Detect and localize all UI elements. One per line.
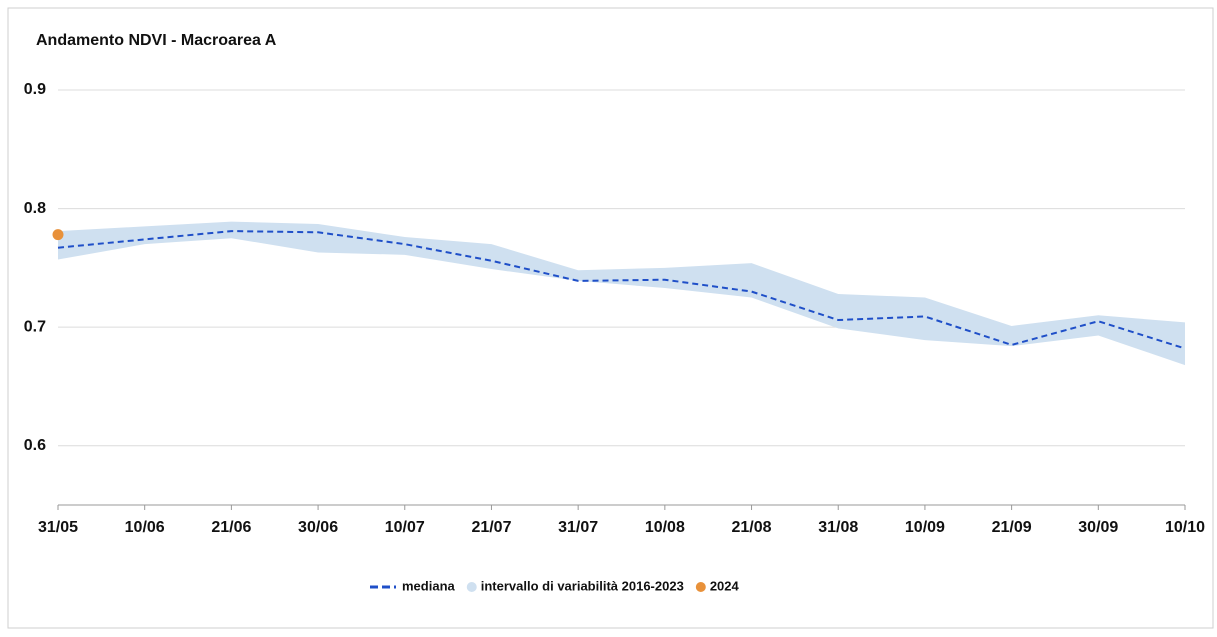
- y-tick-label: 0.9: [24, 81, 46, 98]
- legend: mediana intervallo di variabilità 2016-20…: [370, 578, 740, 593]
- chart-title: Andamento NDVI - Macroarea A: [36, 32, 277, 49]
- x-tick-label: 21/08: [732, 519, 772, 536]
- plot: [52, 221, 1186, 366]
- legend-label: 2024: [710, 578, 740, 593]
- x-tick-label: 31/07: [558, 519, 598, 536]
- legend-label: intervallo di variabilità 2016-2023: [481, 578, 684, 593]
- x-tick-label: 31/08: [818, 519, 858, 536]
- x-tick-label: 30/09: [1078, 519, 1118, 536]
- x-tick-label: 21/09: [992, 519, 1032, 536]
- point-2024: [52, 229, 64, 241]
- y-tick-label: 0.7: [24, 318, 46, 335]
- y-tick-label: 0.8: [24, 200, 46, 217]
- legend-symbol: [695, 582, 706, 592]
- legend-symbol: [466, 582, 477, 592]
- variability-band: [58, 221, 1185, 366]
- x-tick-label: 10/09: [905, 519, 945, 536]
- x-tick-label: 10/08: [645, 519, 685, 536]
- x-tick-label: 21/07: [471, 519, 511, 536]
- x-tick-label: 10/10: [1165, 519, 1205, 536]
- x-tick-label: 10/07: [385, 519, 425, 536]
- x-tick-label: 21/06: [211, 519, 251, 536]
- x-tick-label: 30/06: [298, 519, 338, 536]
- x-tick-label: 31/05: [38, 519, 78, 536]
- x-tick-label: 10/06: [125, 519, 165, 536]
- legend-label: mediana: [402, 578, 456, 593]
- median-line: [57, 230, 1186, 350]
- chart-frame: [7, 7, 1214, 629]
- y-tick-label: 0.6: [24, 437, 46, 454]
